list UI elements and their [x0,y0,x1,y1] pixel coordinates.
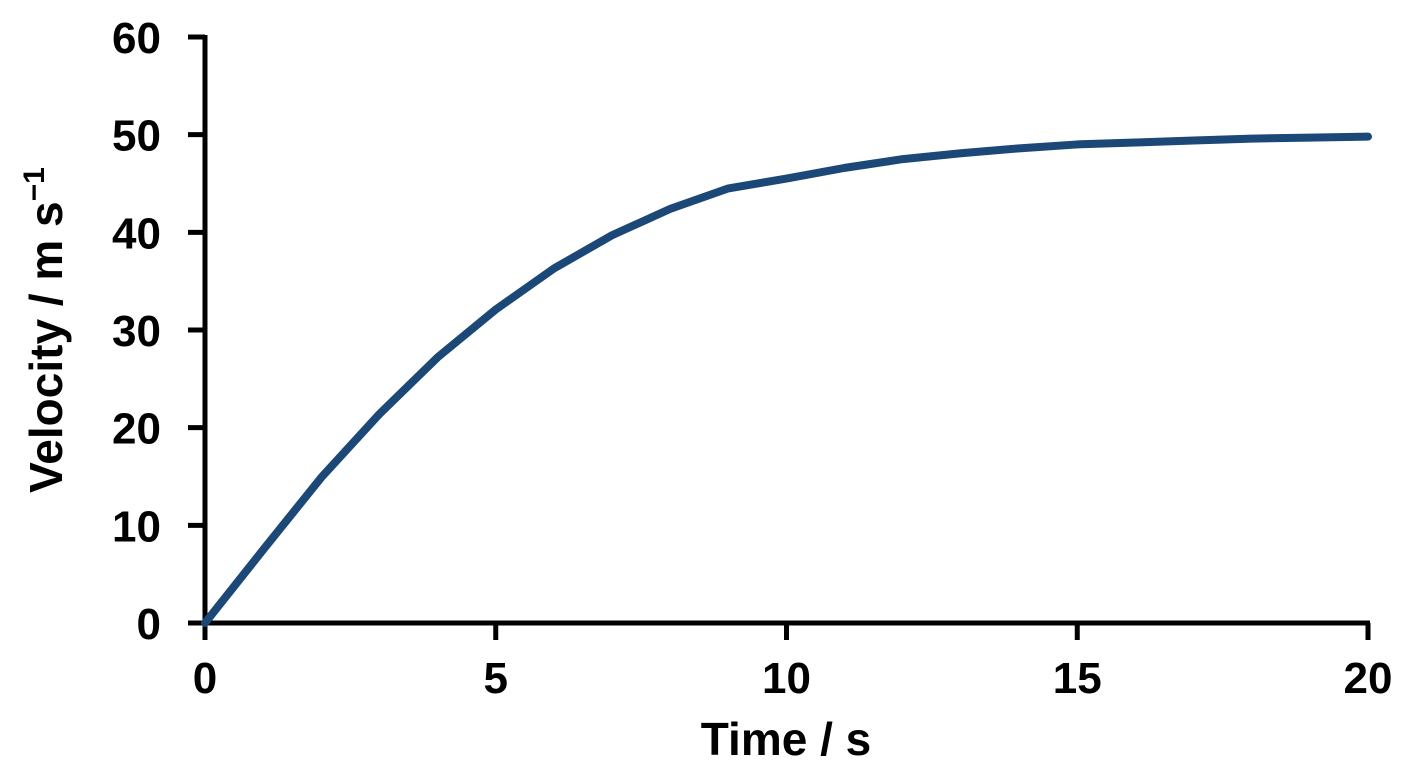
y-axis-label-superscript: −1 [18,167,51,201]
y-tick-label: 0 [137,600,161,649]
x-tick-label: 0 [193,654,217,703]
data-line [201,132,1372,627]
y-axis-label: Velocity / m s−1 [18,167,72,493]
y-tick-label: 40 [112,209,161,258]
x-axis-label: Time / s [701,713,871,765]
x-tick-label: 20 [1344,654,1393,703]
y-tick-label: 50 [112,112,161,161]
y-tick-label: 60 [112,14,161,63]
y-axis-label-text: Velocity / m s [20,201,72,492]
y-tick-label: 10 [112,502,161,551]
x-tick-label: 10 [762,654,811,703]
y-tick-label: 20 [112,405,161,454]
x-tick-label: 5 [484,654,508,703]
y-tick-label: 30 [112,307,161,356]
x-tick-label: 15 [1053,654,1102,703]
